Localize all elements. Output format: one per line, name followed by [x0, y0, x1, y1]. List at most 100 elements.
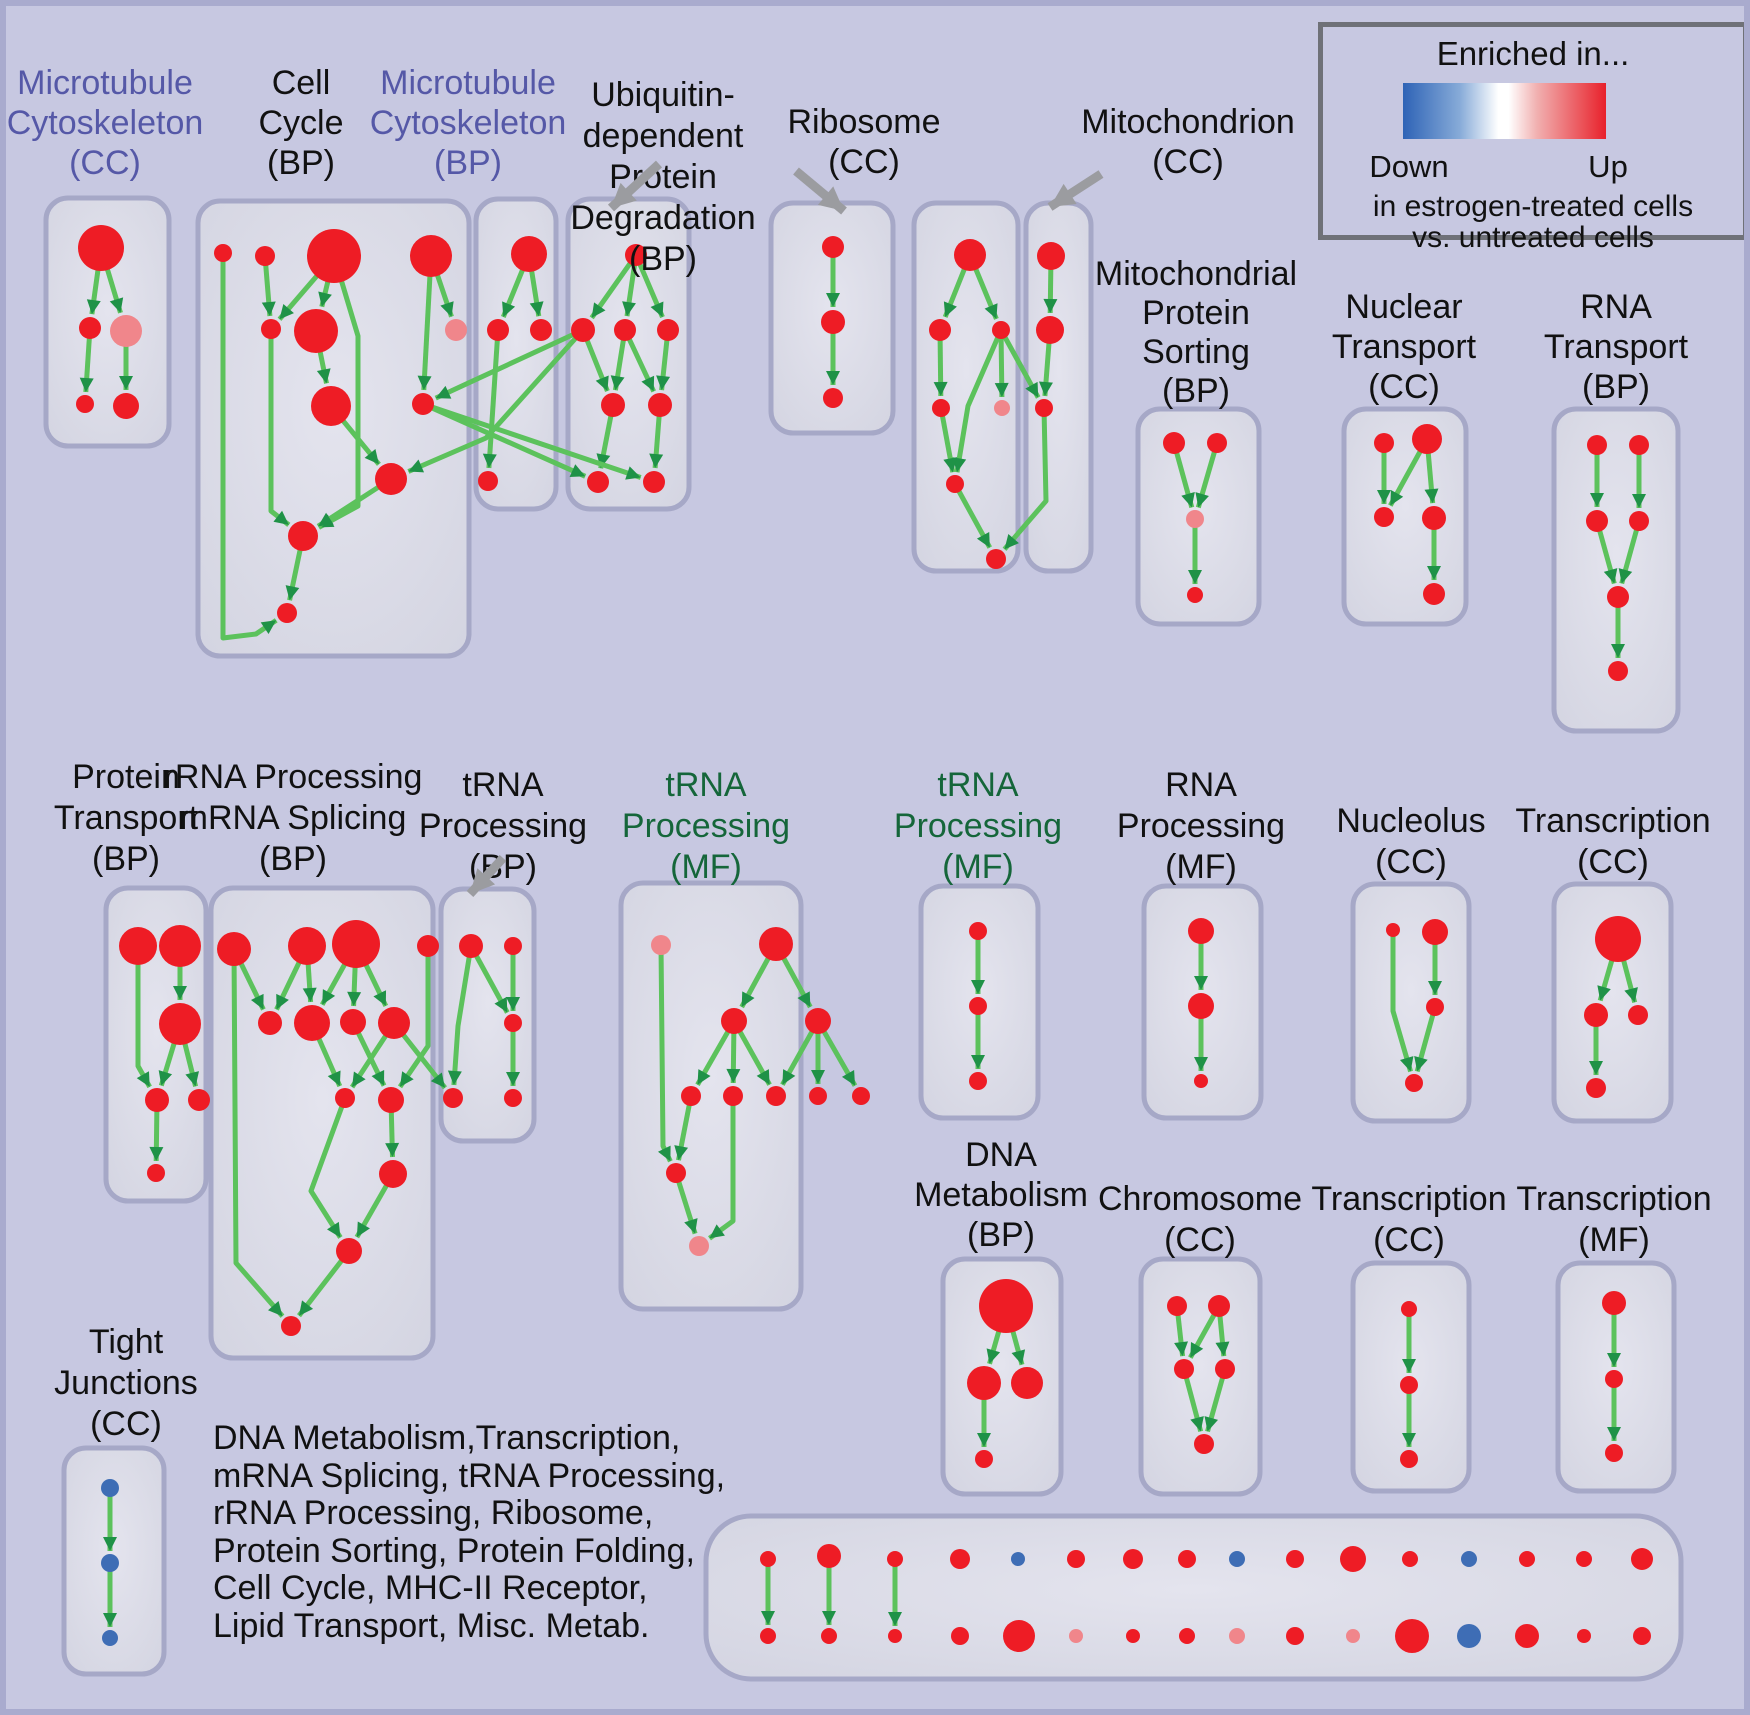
label-pointer-arrow: [466, 854, 507, 898]
edge-arrow: [482, 329, 501, 469]
rna-transport-bp-box: [1551, 406, 1681, 734]
edge-arrow: [952, 329, 1004, 473]
misc-clusters-node: [1515, 1624, 1539, 1648]
chromosome-cc-node: [1215, 1359, 1235, 1379]
misc-clusters-node: [1069, 1629, 1083, 1643]
ubiquitin-degradation-bp-node: [614, 319, 636, 341]
microtubule-cytoskeleton-cc-node: [79, 317, 101, 339]
rrna-processing-mrna-splicing-bp-node: [335, 1088, 355, 1108]
edge-arrow: [231, 948, 285, 1318]
dna-metabolism-bp-box: [940, 1256, 1064, 1497]
trna-processing-bp-node: [443, 1088, 463, 1108]
microtubule-cytoskeleton-cc-node: [110, 315, 142, 347]
misc-annotation-text: DNA Metabolism,Transcription, mRNA Splic…: [213, 1419, 726, 1646]
misc-clusters-node: [1178, 1550, 1196, 1568]
edge-arrow: [1204, 1368, 1228, 1433]
dna-metabolism-bp-label: DNA Metabolism (BP): [914, 1136, 1088, 1254]
rrna-processing-mrna-splicing-bp-node: [288, 927, 326, 965]
trna-processing-mf-large-node: [759, 927, 793, 961]
trna-processing-mf-large-node: [766, 1086, 786, 1106]
rna-processing-mf-node: [1194, 1074, 1208, 1088]
rna-transport-bp-node: [1629, 511, 1649, 531]
transcription-cc-bottom-node: [1401, 1301, 1417, 1317]
nuclear-transport-cc-box: [1341, 406, 1469, 627]
edge-arrow: [297, 1249, 351, 1318]
dna-metabolism-bp-node: [1011, 1367, 1043, 1399]
microtubule-cytoskeleton-cc-box: [43, 195, 172, 449]
ubiquitin-degradation-bp-2-node: [822, 236, 844, 258]
misc-text-line: mRNA Splicing, tRNA Processing,: [213, 1456, 726, 1495]
transcription-cc-top-label: Transcription (CC): [1515, 802, 1710, 881]
misc-clusters-node: [821, 1628, 837, 1644]
rrna-processing-mrna-splicing-bp-node: [378, 1007, 410, 1039]
misc-clusters-node: [1126, 1629, 1140, 1643]
rna-transport-bp-node: [1587, 435, 1607, 455]
misc-clusters-node: [1395, 1619, 1429, 1653]
edge-arrow: [589, 253, 639, 320]
nuclear-transport-cc-node: [1423, 583, 1445, 605]
misc-clusters-node: [887, 1551, 903, 1567]
rrna-processing-mrna-splicing-bp-node: [294, 1005, 330, 1041]
edge-arrow: [1171, 442, 1195, 509]
rrna-processing-mrna-splicing-bp-node: [281, 1316, 301, 1336]
trna-processing-mf-large-node: [805, 1008, 831, 1034]
trna-processing-mf-large-node: [689, 1236, 709, 1256]
edge-arrow: [397, 946, 431, 1089]
trna-processing-mf-small-node: [969, 922, 987, 940]
misc-clusters-node: [760, 1551, 776, 1567]
edge-arrow: [674, 1095, 694, 1161]
rrna-processing-mrna-splicing-bp-node: [258, 1011, 282, 1035]
legend-gradient-bar: [1403, 83, 1606, 139]
misc-clusters-node: [817, 1544, 841, 1568]
edge-arrow: [220, 253, 278, 641]
transcription-mf-label: Transcription (MF): [1516, 1180, 1711, 1259]
chromosome-cc-box: [1138, 1256, 1263, 1497]
ribosome-cc-node: [954, 239, 986, 271]
rna-transport-bp-node: [1586, 510, 1608, 532]
edge-arrow: [417, 255, 434, 391]
misc-text-line: Cell Cycle, MHC-II Receptor,: [213, 1569, 648, 1608]
nuclear-transport-cc-node: [1412, 424, 1442, 454]
cell-cycle-bp-node: [294, 309, 338, 353]
ribosome-cc-node: [946, 475, 964, 493]
misc-clusters-node: [1346, 1629, 1360, 1643]
misc-clusters-node: [1576, 1551, 1592, 1567]
ribosome-cc-box: [911, 200, 1021, 574]
edge-arrow: [135, 946, 152, 1089]
nucleolus-cc-node: [1405, 1074, 1423, 1092]
protein-transport-bp-node: [145, 1088, 169, 1112]
edge-arrow: [938, 407, 958, 473]
cell-cycle-bp-node: [277, 603, 297, 623]
misc-clusters-node: [1457, 1624, 1481, 1648]
trna-processing-bp-node: [504, 1014, 522, 1032]
label-pointer-arrow: [1047, 170, 1104, 211]
microtubule-cytoskeleton-bp-box: [473, 196, 559, 512]
transcription-cc-bottom-node: [1400, 1376, 1418, 1394]
edge-arrow: [622, 328, 656, 393]
misc-clusters-node: [1577, 1629, 1591, 1643]
dna-metabolism-bp-node: [975, 1450, 993, 1468]
cell-cycle-bp-node: [410, 235, 452, 277]
cell-cycle-bp-node: [445, 319, 467, 341]
misc-clusters-node: [1179, 1628, 1195, 1644]
misc-text-line: rRNA Processing, Ribosome,: [213, 1494, 654, 1533]
cell-cycle-bp-node: [375, 463, 407, 495]
rrna-processing-mrna-splicing-bp-node: [336, 1238, 362, 1264]
misc-clusters-node: [950, 1549, 970, 1569]
cell-cycle-bp-node: [261, 319, 281, 339]
misc-clusters-node: [1286, 1550, 1304, 1568]
chromosome-cc-label: Chromosome (CC): [1098, 1180, 1302, 1259]
cell-cycle-bp-node: [288, 521, 318, 551]
misc-clusters-node: [1229, 1551, 1245, 1567]
ubiquitin-degradation-bp-2-node: [821, 310, 845, 334]
ubiquitin-degradation-bp-node: [601, 393, 625, 417]
mitochondrion-cc-label: Mitochondrion (CC): [1081, 103, 1295, 181]
microtubule-cytoskeleton-cc-node: [76, 395, 94, 413]
ribosome-cc-node: [986, 549, 1006, 569]
edge-arrow: [407, 328, 585, 474]
ubiquitin-degradation-bp-node: [587, 471, 609, 493]
mitochondrion-cc-node: [1036, 316, 1064, 344]
trna-processing-mf-small-node: [969, 1072, 987, 1090]
chromosome-cc-node: [1208, 1295, 1230, 1317]
